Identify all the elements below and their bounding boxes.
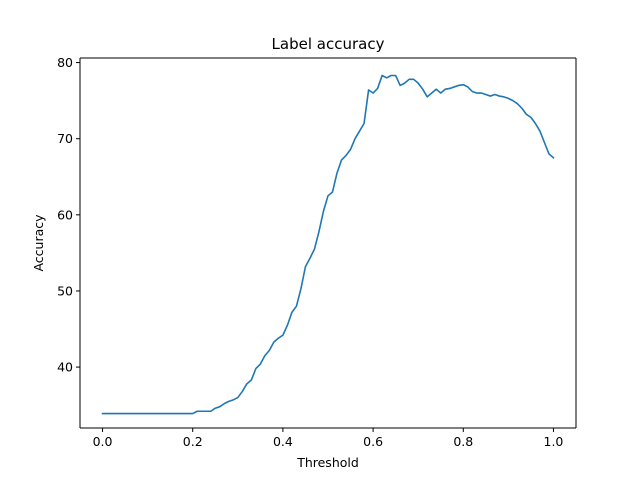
- plot-frame: [79, 57, 577, 429]
- x-tick-label: 0.0: [93, 434, 113, 449]
- y-axis-label: Accuracy: [31, 214, 46, 272]
- x-tick-label: 0.4: [273, 434, 293, 449]
- plot-area: [80, 58, 576, 428]
- y-tick-label: 80: [57, 55, 73, 70]
- y-axis-ticks: 40 50 60 70 80: [57, 55, 80, 375]
- x-tick-label: 1.0: [544, 434, 564, 449]
- y-tick-label: 60: [57, 207, 73, 222]
- x-tick-label: 0.2: [183, 434, 203, 449]
- chart-title: Label accuracy: [272, 35, 385, 53]
- data-layer: [101, 74, 555, 415]
- x-axis-label: Threshold: [296, 455, 359, 470]
- accuracy-series-line: [101, 74, 555, 415]
- y-tick-label: 40: [57, 360, 73, 375]
- x-tick-label: 0.6: [363, 434, 383, 449]
- y-tick-label: 70: [57, 131, 73, 146]
- x-tick-label: 0.8: [453, 434, 473, 449]
- y-tick-label: 50: [57, 283, 73, 298]
- x-axis-ticks: 0.0 0.2 0.4 0.6 0.8 1.0: [93, 428, 564, 449]
